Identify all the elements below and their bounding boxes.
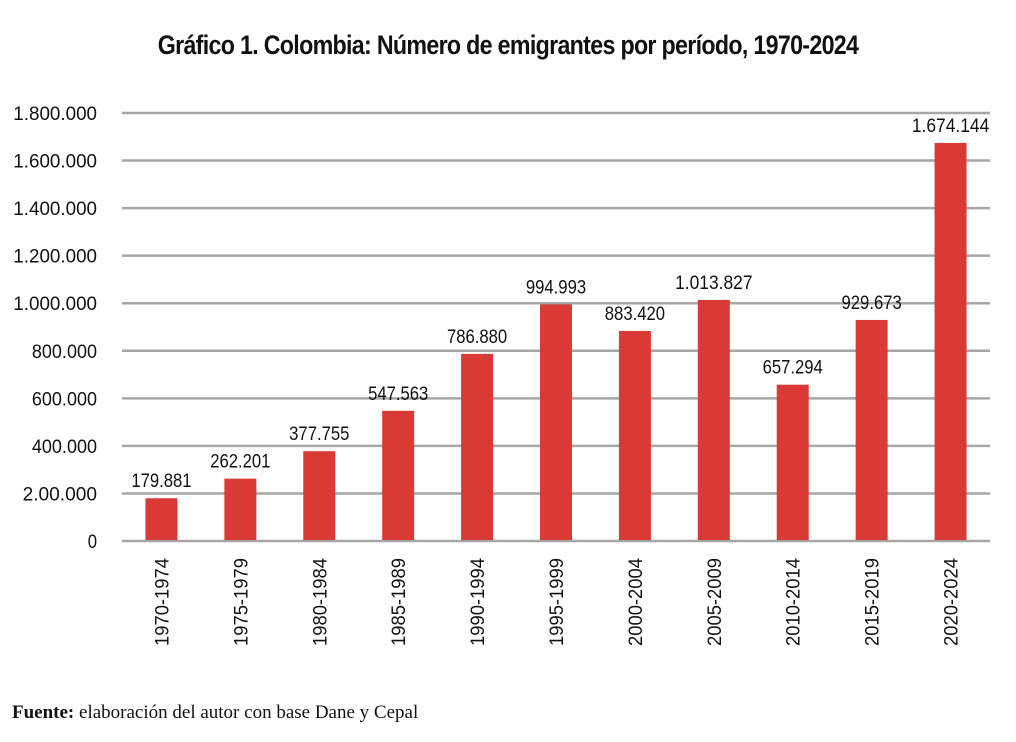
x-tick-label: 1975-1979 — [231, 558, 252, 646]
data-label: 179.881 — [131, 471, 191, 492]
data-label: 994.993 — [526, 277, 586, 298]
bar — [145, 498, 177, 540]
data-label: 1.674.144 — [912, 116, 990, 137]
y-tick-label: 2.00.000 — [23, 484, 97, 505]
bar — [461, 354, 493, 540]
x-tick-label: 1995-1999 — [547, 558, 568, 646]
data-label: 883.420 — [605, 304, 665, 325]
y-tick-label: 0 — [88, 532, 97, 553]
data-label: 547.563 — [368, 384, 428, 405]
y-tick-label: 600.000 — [32, 389, 97, 410]
x-tick-label: 1990-1994 — [468, 558, 489, 646]
y-tick-label: 800.000 — [32, 342, 97, 363]
x-tick-label: 2010-2014 — [784, 558, 805, 646]
bar — [856, 320, 888, 540]
x-tick-label: 2015-2019 — [863, 558, 884, 646]
bar-chart: 0 2.00.000 400.000 600.000 800.000 1.000.000 1… — [0, 0, 1016, 742]
y-tick-label: 1.800.000 — [13, 104, 97, 125]
data-label: 786.880 — [447, 327, 507, 348]
bars — [145, 143, 966, 540]
x-tick-label: 2020-2024 — [942, 558, 963, 646]
bar — [540, 304, 572, 540]
bar — [619, 331, 651, 540]
data-label: 929.673 — [842, 293, 902, 314]
source-text: elaboración del autor con base Dane y Ce… — [74, 702, 418, 723]
bar — [224, 479, 256, 540]
x-tick-label: 1980-1984 — [310, 558, 331, 646]
y-tick-label: 400.000 — [32, 437, 97, 458]
y-tick-label: 1.400.000 — [13, 199, 97, 220]
x-tick-label: 2005-2009 — [705, 558, 726, 646]
data-label: 1.013.827 — [675, 273, 752, 294]
source-note: Fuente: elaboración del autor con base D… — [12, 702, 418, 724]
bar — [382, 411, 414, 540]
y-tick-label: 1.200.000 — [13, 247, 97, 268]
data-label: 262.201 — [210, 452, 270, 473]
x-tick-label: 2000-2004 — [626, 558, 647, 646]
bar — [303, 451, 335, 540]
bar — [698, 300, 730, 540]
source-label: Fuente: — [12, 702, 74, 723]
y-axis-ticks: 0 2.00.000 400.000 600.000 800.000 1.000.000 1… — [13, 104, 97, 553]
x-tick-label: 1985-1989 — [389, 558, 410, 646]
data-label: 657.294 — [763, 358, 824, 379]
x-tick-label: 1970-1974 — [152, 558, 173, 646]
data-label: 377.755 — [289, 424, 349, 445]
y-tick-label: 1.000.000 — [13, 294, 97, 315]
x-axis-ticks: 1970-1974 1975-1979 1980-1984 1985-1989 1990… — [152, 558, 962, 646]
y-tick-label: 1.600.000 — [13, 152, 97, 173]
bar — [935, 143, 967, 540]
bar — [777, 385, 809, 540]
